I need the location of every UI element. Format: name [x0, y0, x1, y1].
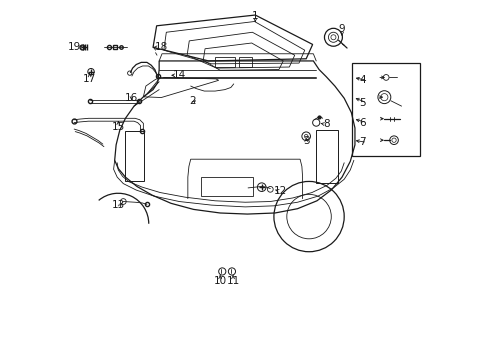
Bar [351, 63, 419, 156]
Bar [316, 130, 338, 183]
Bar [238, 57, 252, 67]
Text: 8: 8 [323, 120, 329, 129]
Text: 2: 2 [189, 96, 195, 106]
Text: 4: 4 [359, 75, 366, 85]
Text: 12: 12 [273, 186, 286, 197]
Text: 16: 16 [124, 93, 138, 103]
Text: 9: 9 [338, 24, 345, 35]
Text: 10: 10 [213, 276, 226, 286]
Text: 6: 6 [359, 118, 366, 128]
Text: 15: 15 [111, 122, 124, 132]
Text: 13: 13 [111, 200, 124, 210]
Bar [215, 57, 235, 67]
Text: 11: 11 [226, 276, 239, 286]
Text: 19: 19 [67, 42, 81, 52]
Text: 17: 17 [83, 74, 96, 84]
Text: 7: 7 [359, 138, 366, 147]
Bar [125, 131, 144, 181]
Text: 3: 3 [302, 136, 309, 145]
Text: 1: 1 [251, 11, 258, 21]
Text: 5: 5 [359, 98, 366, 108]
Bar [201, 177, 253, 196]
Text: 14: 14 [172, 70, 185, 80]
Text: 18: 18 [154, 42, 167, 52]
